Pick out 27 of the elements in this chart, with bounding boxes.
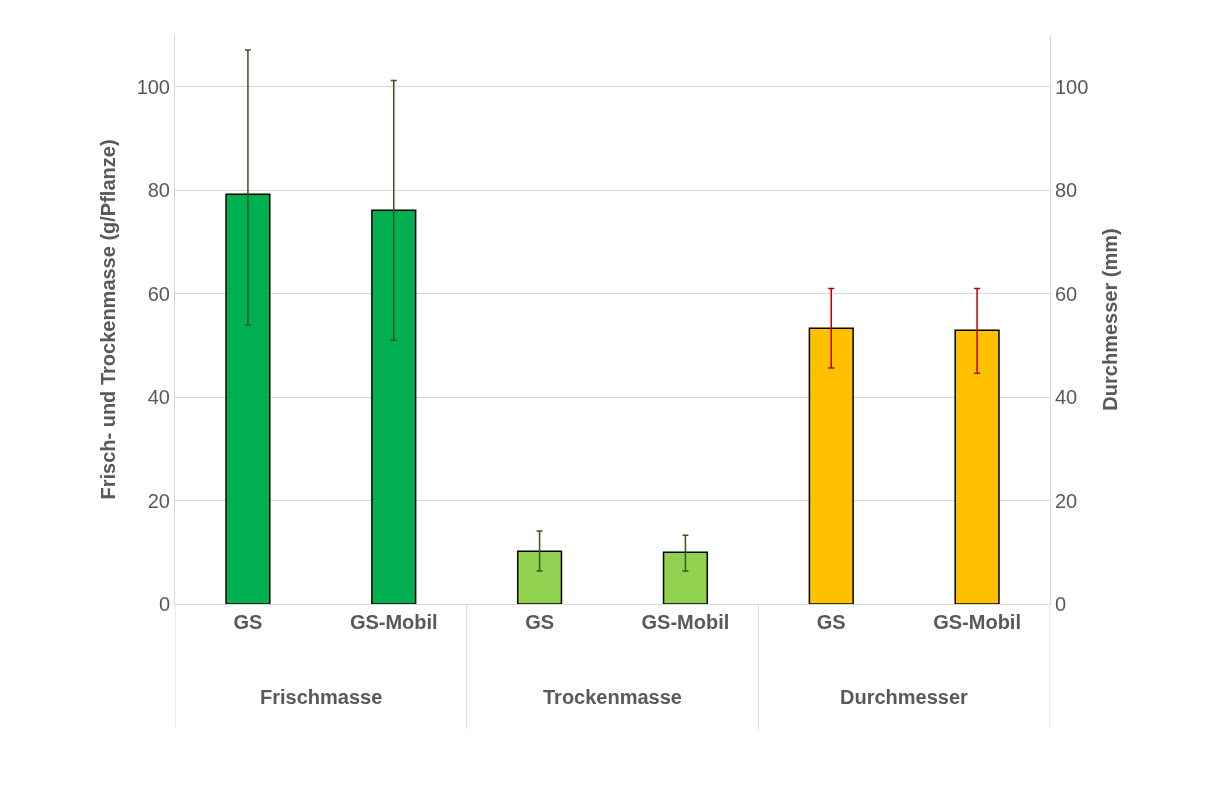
x-tick-label: GS-Mobil	[349, 611, 438, 633]
x-tick-label: GS-Mobil	[641, 611, 730, 633]
y2-axis-title: Durchmesser (mm)	[1098, 228, 1121, 411]
text: Trockenmasse	[543, 686, 682, 708]
y2-tick-label: 40	[1055, 386, 1078, 409]
y-tick-label: 20	[147, 489, 170, 512]
y-tick-label: 60	[147, 282, 170, 305]
x-tick-label: GS	[233, 611, 263, 633]
y-tick-label: 80	[147, 179, 170, 202]
y2-tick-label: 20	[1055, 489, 1078, 512]
bar	[516, 550, 563, 604]
bar	[225, 193, 271, 604]
y2-tick-label: 80	[1055, 179, 1078, 202]
bar	[371, 209, 417, 604]
y2-tick-label: 60	[1055, 282, 1078, 305]
text: Frischmasse	[260, 686, 383, 708]
x-tick-label: GS	[816, 611, 846, 633]
y2-tick-label: 0	[1055, 593, 1067, 615]
text: Durchmesser	[840, 686, 969, 708]
x-tick-label: GS	[525, 611, 555, 633]
y-tick-label: 0	[158, 593, 170, 615]
bar	[662, 551, 709, 604]
y-tick-label: 40	[147, 386, 170, 409]
y-axis-title: Frisch- und Trockenmasse (g/Pflanze)	[97, 139, 120, 500]
y-tick-label: 100	[136, 75, 170, 98]
x-tick-label: GS-Mobil	[933, 611, 1021, 633]
y2-tick-label: 100	[1055, 75, 1089, 98]
